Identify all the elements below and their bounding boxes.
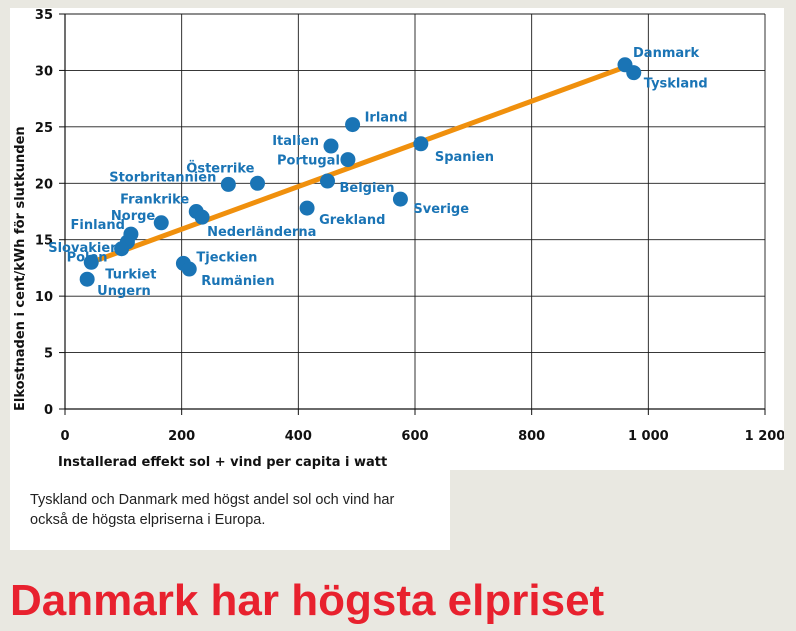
data-label-osterrike: Österrike (186, 160, 254, 176)
data-point-belgien (320, 173, 335, 189)
data-label-rumanien: Rumänien (201, 274, 274, 289)
x-axis-title: Installerad effekt sol + vind per capita… (58, 455, 387, 470)
data-label-spanien: Spanien (435, 150, 494, 165)
data-point-irland (345, 117, 361, 133)
y-tick-label: 25 (35, 121, 53, 136)
data-point-nederlanderna (194, 209, 210, 225)
trend-line-group (88, 64, 628, 265)
data-point-polen (114, 241, 130, 257)
x-tick-label: 400 (285, 429, 312, 444)
data-label-nederlanderna: Nederländerna (207, 225, 316, 240)
y-tick-label: 0 (44, 403, 53, 418)
data-label-tjeckien: Tjeckien (196, 250, 257, 265)
data-label-ungern: Ungern (97, 284, 151, 299)
data-label-frankrike: Frankrike (120, 193, 189, 208)
x-tick-label: 1 200 (745, 429, 784, 444)
data-label-storbritannien: Storbritannien (109, 170, 216, 185)
x-tick-label: 1 000 (628, 429, 669, 444)
x-tick-label: 0 (60, 429, 69, 444)
data-label-finland: Finland (71, 218, 125, 233)
data-point-norge (153, 215, 169, 231)
trend-line (88, 64, 628, 265)
data-label-sverige: Sverige (413, 202, 469, 217)
data-point-storbritannien (220, 176, 236, 192)
data-point-ungern (79, 271, 95, 287)
data-point-osterrike (250, 175, 265, 191)
y-tick-label: 30 (35, 64, 53, 79)
data-points (79, 57, 642, 287)
caption-box: Tyskland och Danmark med högst andel sol… (10, 470, 450, 550)
data-label-italien: Italien (272, 134, 319, 149)
x-tick-label: 800 (518, 429, 545, 444)
y-axis-title: Elkostnaden i cent/kWh för slutkunden (13, 126, 28, 411)
grid (65, 13, 766, 409)
y-tick-label: 5 (44, 347, 53, 362)
data-point-sverige (392, 191, 408, 207)
data-point-italien (323, 138, 339, 154)
data-label-belgien: Belgien (340, 181, 395, 196)
data-point-portugal (340, 152, 356, 168)
y-tick-label: 35 (35, 8, 53, 23)
y-tick-label: 15 (35, 234, 53, 249)
headline: Danmark har högsta elpriset (10, 576, 605, 625)
data-point-turkiet (83, 254, 99, 270)
data-label-turkiet: Turkiet (105, 267, 156, 282)
data-label-polen: Polen (67, 251, 108, 266)
x-tick-label: 600 (401, 429, 428, 444)
data-label-slovakien: Slovakien (48, 241, 119, 256)
data-label-norge: Norge (111, 209, 156, 224)
caption-text: Tyskland och Danmark med högst andel sol… (30, 492, 395, 528)
scatter-chart: 0 200 400 600 800 1 000 1 200 0 5 10 15 20 25 30 35 Da… (13, 8, 784, 470)
data-label-portugal: Portugal (277, 154, 340, 169)
data-labels: Danmark Tyskland Irland Italien Spanien Portu… (48, 46, 707, 299)
data-label-grekland: Grekland (319, 213, 385, 228)
data-label-irland: Irland (365, 111, 408, 126)
y-tick-label: 20 (35, 177, 53, 192)
axes: 0 200 400 600 800 1 000 1 200 0 5 10 15 20 25 30 35 (35, 8, 784, 444)
data-point-rumanien (181, 261, 197, 277)
data-label-danmark: Danmark (633, 46, 700, 61)
data-point-spanien (413, 136, 429, 152)
data-point-grekland (299, 200, 315, 216)
x-tick-label: 200 (168, 429, 195, 444)
chart-panel: 0 200 400 600 800 1 000 1 200 0 5 10 15 20 25 30 35 Da… (10, 8, 784, 470)
data-label-tyskland: Tyskland (644, 77, 708, 92)
data-point-tyskland (626, 65, 642, 81)
y-tick-label: 10 (35, 290, 53, 305)
